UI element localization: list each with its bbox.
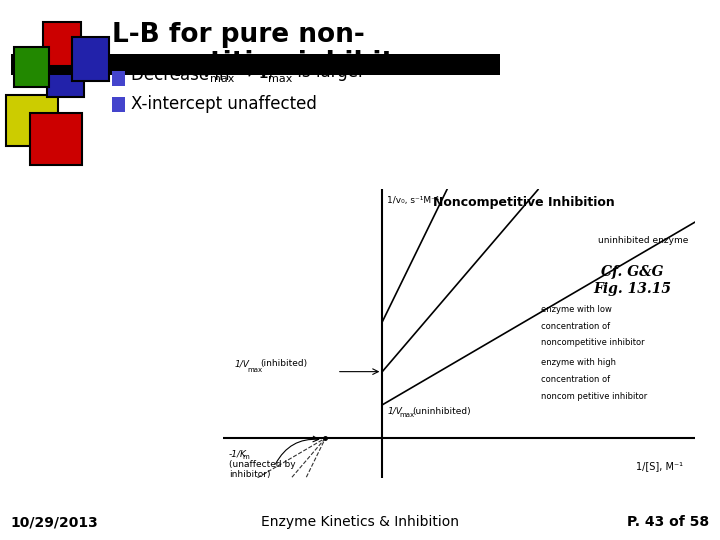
Text: 1/[S], M⁻¹: 1/[S], M⁻¹: [636, 461, 683, 471]
Text: concentration of: concentration of: [541, 375, 611, 384]
Text: is larger: is larger: [292, 63, 364, 82]
Text: (unaffected by: (unaffected by: [229, 460, 295, 469]
Text: 1/v₀, s⁻¹M⁻¹: 1/v₀, s⁻¹M⁻¹: [387, 195, 439, 205]
Text: 1/V: 1/V: [235, 359, 249, 368]
Text: concentration of: concentration of: [541, 322, 611, 331]
Text: (inhibited): (inhibited): [260, 359, 307, 368]
Text: max: max: [247, 367, 262, 373]
Text: 1/V: 1/V: [388, 407, 403, 415]
Text: 10/29/2013: 10/29/2013: [11, 515, 99, 529]
Text: Enzyme Kinetics & Inhibition: Enzyme Kinetics & Inhibition: [261, 515, 459, 529]
Text: V: V: [202, 63, 213, 82]
Text: -1/K: -1/K: [229, 450, 247, 458]
Text: max: max: [210, 74, 235, 84]
Text: P. 43 of 58: P. 43 of 58: [627, 515, 709, 529]
Text: max: max: [400, 412, 415, 418]
Text: m: m: [243, 454, 249, 460]
Text: uninhibited enzyme: uninhibited enzyme: [598, 237, 688, 246]
Text: X-intercept unaffected: X-intercept unaffected: [131, 94, 317, 113]
Text: L-B for pure non-: L-B for pure non-: [112, 22, 364, 48]
Text: inhibitor): inhibitor): [229, 470, 271, 478]
Text: competitive inhibitors: competitive inhibitors: [112, 50, 441, 76]
Text: noncompetitive inhibitor: noncompetitive inhibitor: [541, 339, 645, 347]
Text: enzyme with low: enzyme with low: [541, 305, 612, 314]
Text: Decrease in: Decrease in: [131, 65, 235, 84]
Text: Cf. G&G
Fig. 13.15: Cf. G&G Fig. 13.15: [593, 265, 671, 295]
Text: enzyme with high: enzyme with high: [541, 359, 616, 367]
Text: V: V: [259, 63, 271, 82]
Text: ⇒ 1/: ⇒ 1/: [234, 63, 274, 82]
Text: max: max: [268, 74, 292, 84]
Text: Noncompetitive Inhibition: Noncompetitive Inhibition: [433, 195, 615, 208]
Text: (uninhibited): (uninhibited): [413, 407, 471, 415]
Text: noncom petitive inhibitor: noncom petitive inhibitor: [541, 392, 647, 401]
